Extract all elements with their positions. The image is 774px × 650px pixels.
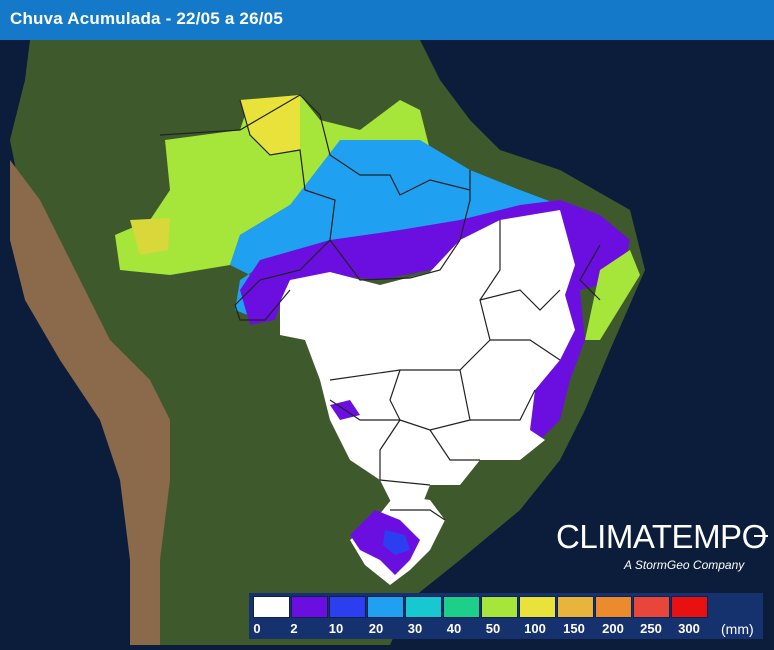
- logo-tagline: A StormGeo Company: [624, 558, 745, 572]
- legend-tick: 10: [328, 621, 344, 636]
- legend-swatch-100: [519, 596, 556, 618]
- rain-zone-blue-band: [230, 140, 560, 320]
- legend-tick: 250: [640, 621, 662, 636]
- legend-swatch-200: [595, 596, 632, 618]
- map-title: Chuva Acumulada - 22/05 a 26/05: [10, 9, 283, 28]
- logo-wordmark: CLIMATEMPO: [556, 518, 767, 555]
- logo-dash: [754, 535, 768, 537]
- map-canvas: [0, 40, 774, 645]
- rain-zone-east-coast: [585, 250, 640, 340]
- legend-swatch-300: [671, 596, 708, 618]
- legend-tick: 100: [524, 621, 546, 636]
- legend-tick: 20: [368, 621, 384, 636]
- climatempo-logo: CLIMATEMPO A StormGeo Company: [556, 518, 768, 578]
- legend-unit: (mm): [721, 621, 754, 637]
- legend-swatch-20: [367, 596, 404, 618]
- legend-tick: 2: [290, 621, 298, 636]
- legend-swatch-250: [633, 596, 670, 618]
- legend-tick: 0: [253, 621, 261, 636]
- legend-swatch-40: [443, 596, 480, 618]
- andes-region: [10, 160, 170, 645]
- legend-tick: 300: [678, 621, 700, 636]
- rain-zone-south-blue: [383, 530, 410, 555]
- legend-swatch-30: [405, 596, 442, 618]
- legend-swatch-50: [481, 596, 518, 618]
- state-borders: [159, 94, 601, 521]
- header-bar: Chuva Acumulada - 22/05 a 26/05: [0, 0, 774, 40]
- legend-swatch-2: [291, 596, 328, 618]
- legend-swatch-0: [253, 596, 290, 618]
- legend-tick: 50: [485, 621, 501, 636]
- legend-swatch-150: [557, 596, 594, 618]
- legend-tick: 40: [446, 621, 462, 636]
- rain-map: [0, 40, 774, 645]
- legend-tick: 30: [407, 621, 423, 636]
- rain-zone-dry-center: [280, 210, 575, 510]
- rain-legend: 0 2 10 20 30 40 50 100 150 200 250 300 (…: [249, 593, 763, 639]
- legend-swatch-10: [329, 596, 366, 618]
- rain-zone-west-yellow: [130, 218, 170, 255]
- legend-tick: 150: [563, 621, 585, 636]
- legend-tick: 200: [602, 621, 624, 636]
